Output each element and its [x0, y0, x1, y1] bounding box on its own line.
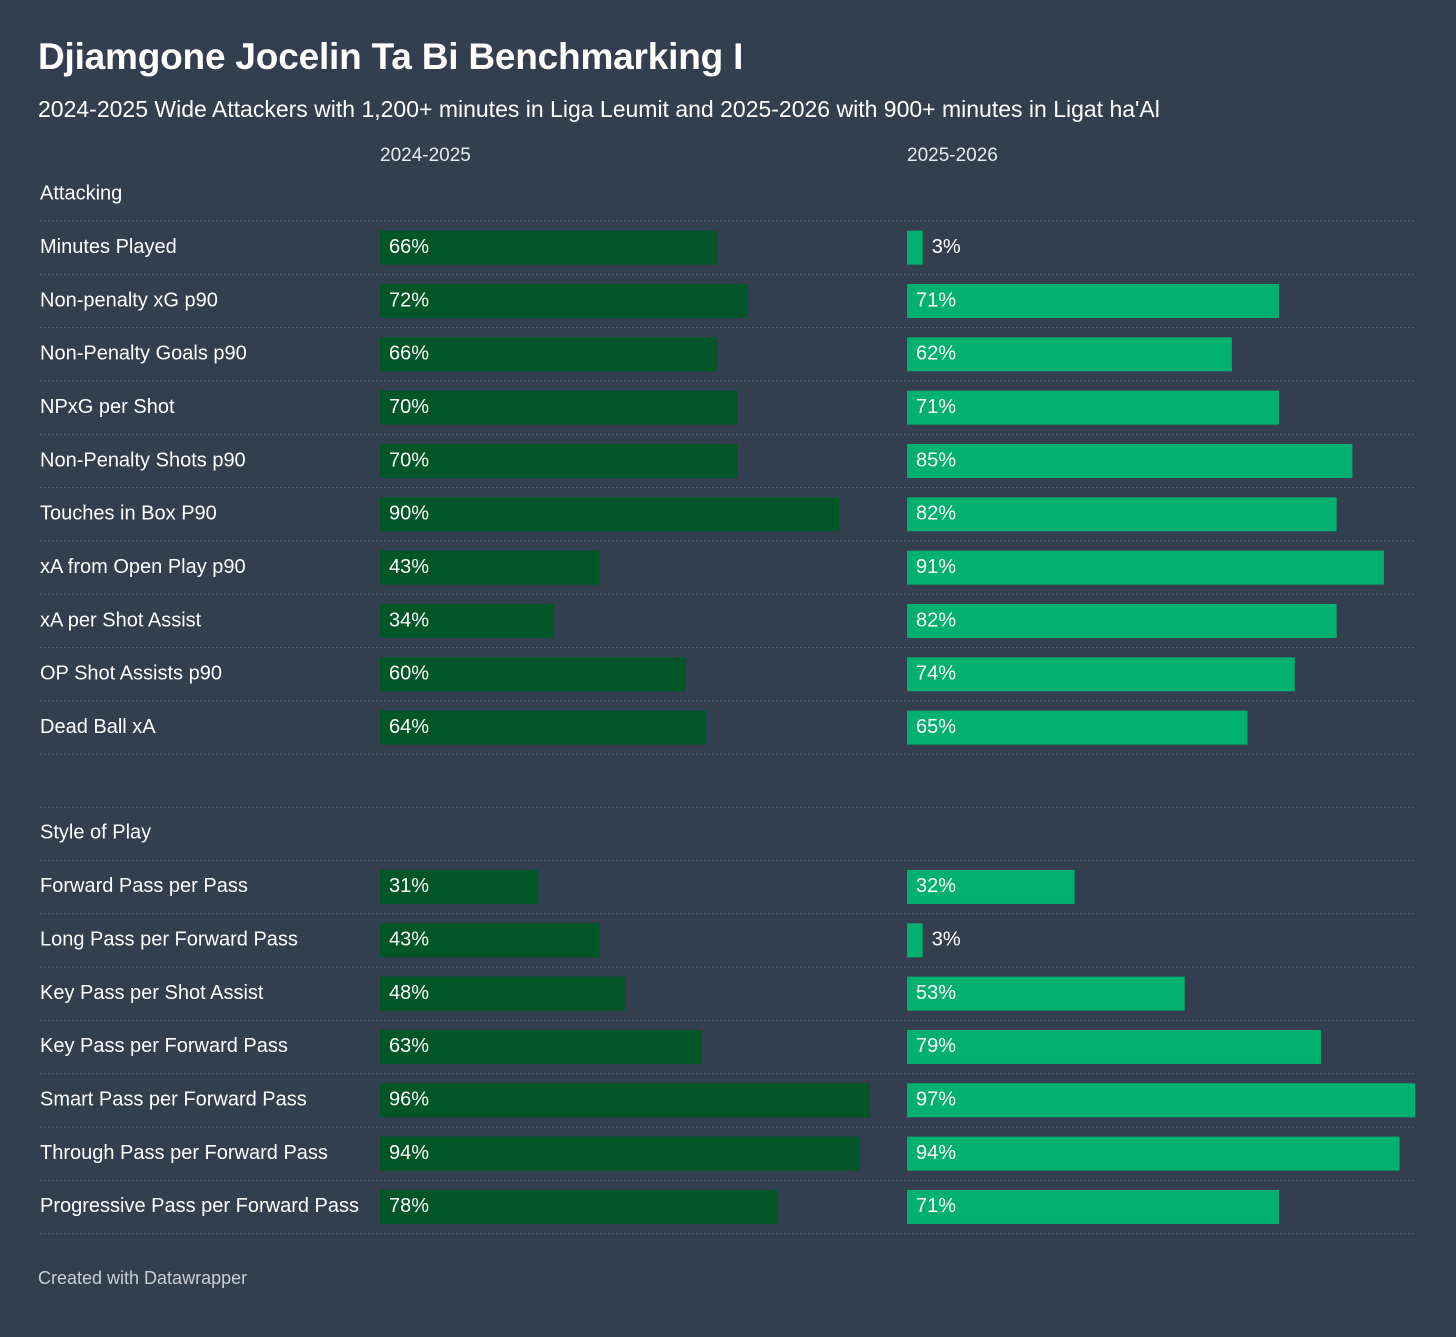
row-label: xA from Open Play p90: [40, 556, 246, 578]
row-label: Key Pass per Forward Pass: [40, 1035, 288, 1057]
bar-2024-2025: [380, 1189, 778, 1224]
row-label: Non-Penalty Goals p90: [40, 343, 247, 365]
data-label: 53%: [916, 982, 956, 1004]
bar-2024-2025: [380, 1136, 860, 1171]
row-label: Dead Ball xA: [40, 716, 156, 738]
bar-2025-2026: [907, 337, 1232, 372]
data-label: 64%: [389, 716, 429, 738]
bar-2024-2025: [380, 1083, 870, 1118]
row-label: Non-penalty xG p90: [40, 289, 218, 311]
data-label: 3%: [932, 236, 961, 258]
data-label: 70%: [389, 396, 429, 418]
row-label: Forward Pass per Pass: [40, 875, 248, 897]
bar-2024-2025: [380, 390, 737, 425]
bar-2024-2025: [380, 923, 600, 958]
chart-subtitle: 2024-2025 Wide Attackers with 1,200+ min…: [38, 96, 1160, 122]
bar-2025-2026: [907, 923, 923, 958]
data-label: 82%: [916, 609, 956, 631]
data-label: 66%: [389, 236, 429, 258]
bar-2025-2026: [907, 1083, 1416, 1118]
data-label: 31%: [389, 875, 429, 897]
bar-2025-2026: [907, 1189, 1280, 1224]
bar-2024-2025: [380, 710, 707, 745]
bar-2025-2026: [907, 603, 1337, 638]
bar-2025-2026: [907, 976, 1185, 1011]
bar-2024-2025: [380, 283, 748, 318]
row-label: Long Pass per Forward Pass: [40, 929, 298, 951]
data-label: 43%: [389, 929, 429, 951]
chart-title: Djiamgone Jocelin Ta Bi Benchmarking I: [38, 36, 744, 77]
data-label: 62%: [916, 343, 956, 365]
column-header-2024-2025: 2024-2025: [380, 145, 471, 166]
bar-2024-2025: [380, 869, 539, 904]
bar-2024-2025: [380, 230, 717, 265]
data-label: 96%: [389, 1089, 429, 1111]
bar-2025-2026: [907, 230, 923, 265]
data-label: 60%: [389, 663, 429, 685]
data-label: 91%: [916, 556, 956, 578]
bar-2025-2026: [907, 657, 1295, 692]
data-label: 70%: [389, 449, 429, 471]
bar-2024-2025: [380, 497, 839, 532]
data-label: 48%: [389, 982, 429, 1004]
bar-2024-2025: [380, 657, 686, 692]
bar-2025-2026: [907, 497, 1337, 532]
row-label: Through Pass per Forward Pass: [40, 1142, 328, 1164]
bar-2025-2026: [907, 869, 1075, 904]
data-label: 78%: [389, 1195, 429, 1217]
row-label: Key Pass per Shot Assist: [40, 982, 264, 1004]
row-label: Smart Pass per Forward Pass: [40, 1089, 307, 1111]
row-label: Touches in Box P90: [40, 503, 217, 525]
bar-2025-2026: [907, 1029, 1321, 1064]
data-label: 72%: [389, 289, 429, 311]
data-label: 74%: [916, 663, 956, 685]
data-label: 71%: [916, 1195, 956, 1217]
bar-2025-2026: [907, 443, 1353, 478]
data-label: 90%: [389, 503, 429, 525]
bar-2025-2026: [907, 390, 1280, 425]
data-label: 97%: [916, 1089, 956, 1111]
data-label: 66%: [389, 343, 429, 365]
row-label: Progressive Pass per Forward Pass: [40, 1195, 359, 1217]
data-label: 82%: [916, 503, 956, 525]
data-label: 65%: [916, 716, 956, 738]
data-label: 71%: [916, 289, 956, 311]
group-header-attacking: Attacking: [40, 182, 122, 204]
group-header-style-of-play: Style of Play: [40, 822, 151, 844]
bar-2025-2026: [907, 550, 1384, 585]
bar-2024-2025: [380, 1029, 702, 1064]
data-label: 34%: [389, 609, 429, 631]
data-label: 85%: [916, 449, 956, 471]
data-label: 43%: [389, 556, 429, 578]
bar-2024-2025: [380, 443, 737, 478]
data-label: 79%: [916, 1035, 956, 1057]
data-label: 63%: [389, 1035, 429, 1057]
row-label: Minutes Played: [40, 236, 177, 258]
bar-2024-2025: [380, 550, 600, 585]
column-header-2025-2026: 2025-2026: [907, 145, 998, 166]
row-label: OP Shot Assists p90: [40, 663, 222, 685]
bar-2024-2025: [380, 976, 625, 1011]
data-label: 3%: [932, 929, 961, 951]
bar-2024-2025: [380, 603, 554, 638]
data-label: 32%: [916, 875, 956, 897]
row-label: xA per Shot Assist: [40, 609, 202, 631]
bar-2025-2026: [907, 283, 1280, 318]
bar-2024-2025: [380, 337, 717, 372]
row-label: Non-Penalty Shots p90: [40, 449, 246, 471]
data-label: 94%: [916, 1142, 956, 1164]
data-label: 71%: [916, 396, 956, 418]
bar-2025-2026: [907, 1136, 1400, 1171]
bar-2025-2026: [907, 710, 1248, 745]
row-label: NPxG per Shot: [40, 396, 175, 418]
data-label: 94%: [389, 1142, 429, 1164]
footer-credit: Created with Datawrapper: [38, 1268, 248, 1288]
